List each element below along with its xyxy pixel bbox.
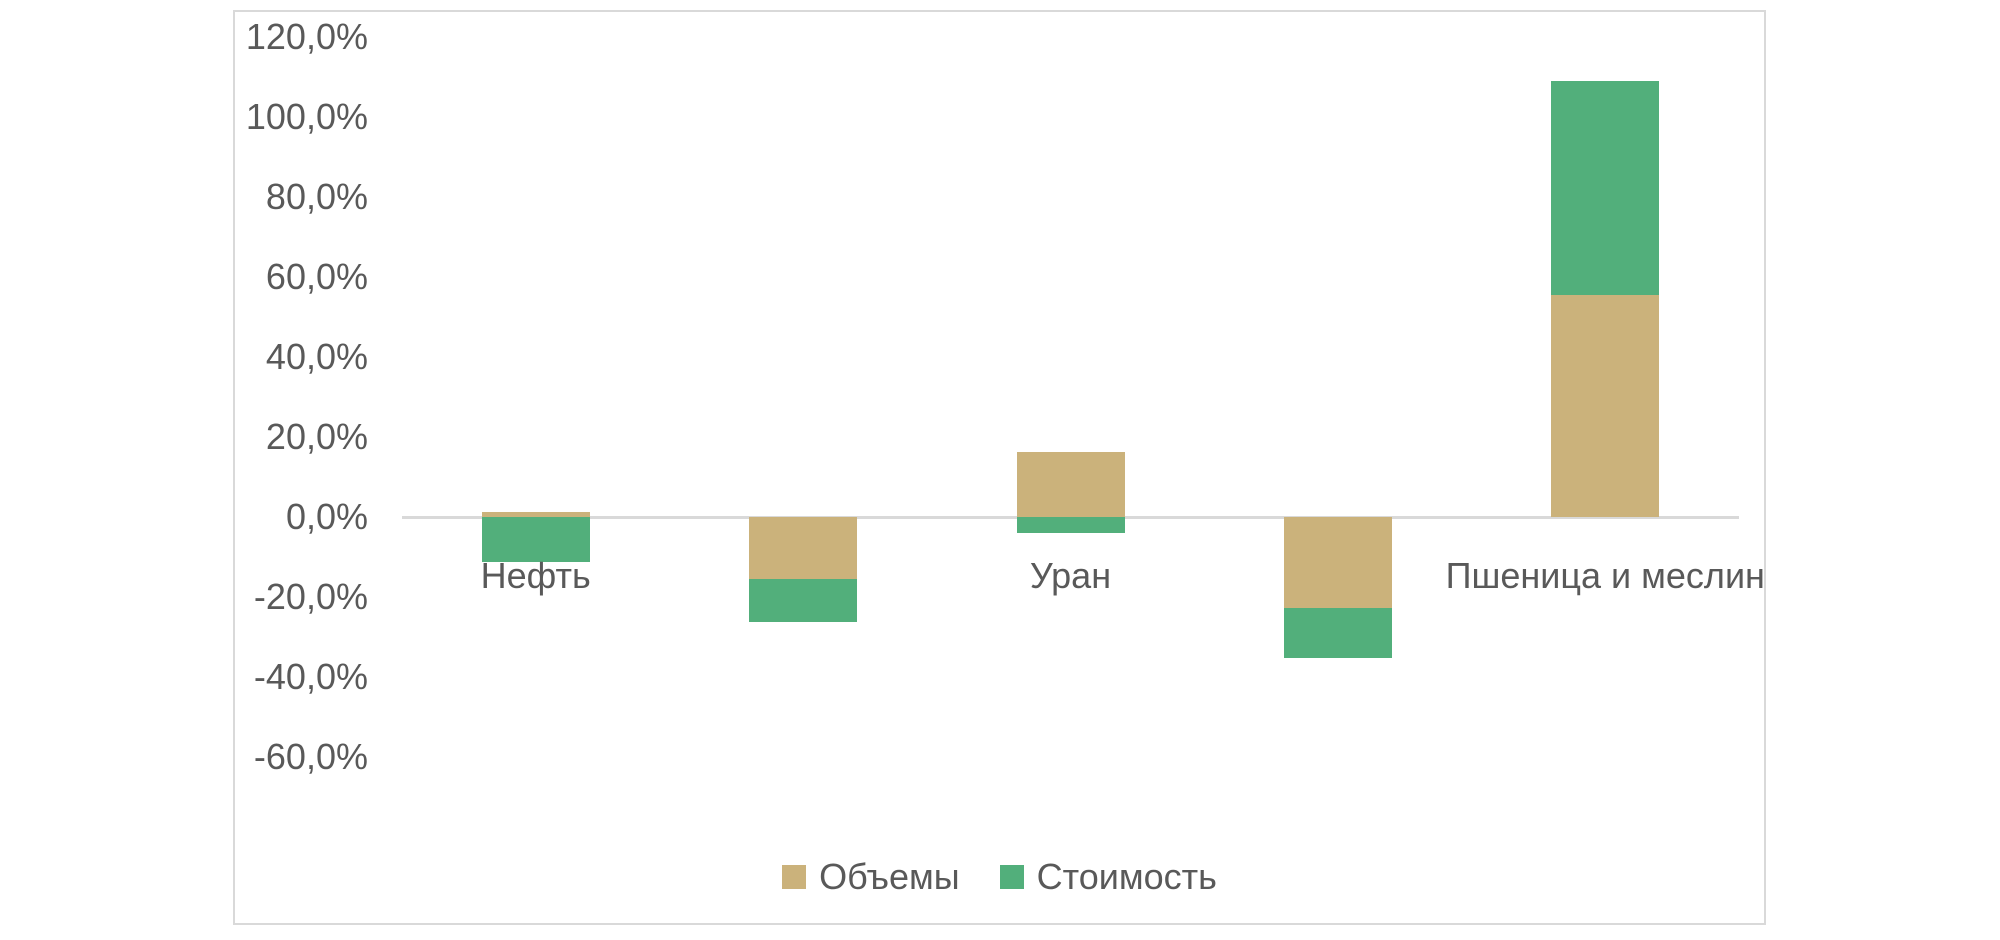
legend-item-2: Стоимость — [999, 856, 1217, 897]
y-tick-label: 60,0% — [265, 256, 368, 297]
bar-segment-series2-cat5 — [1551, 81, 1660, 295]
bar-segment-series1-cat1 — [481, 511, 590, 517]
y-tick-label: -40,0% — [253, 656, 368, 697]
y-tick-label: 0,0% — [285, 496, 368, 537]
bar-segment-series2-cat2 — [749, 579, 858, 623]
legend-swatch-icon — [999, 865, 1024, 889]
bar-segment-series1-cat2 — [749, 517, 858, 579]
legend: Объемы Стоимость — [235, 857, 1764, 897]
y-tick-label: 20,0% — [265, 416, 368, 457]
y-tick-label: 120,0% — [245, 16, 368, 57]
chart-frame: 120,0% 100,0% 80,0% 60,0% 40,0% 20,0% 0,0% -20,… — [233, 10, 1766, 925]
y-tick-label: -60,0% — [253, 736, 368, 777]
legend-label: Объемы — [819, 856, 960, 897]
y-tick-label: -20,0% — [253, 576, 368, 617]
category-label-1: Нефть — [480, 555, 591, 596]
y-tick-label: 80,0% — [265, 176, 368, 217]
bar-segment-series2-cat1 — [481, 517, 590, 563]
bar-segment-series2-cat4 — [1283, 608, 1392, 659]
bar-segment-series2-cat3 — [1016, 517, 1125, 533]
legend-swatch-icon — [782, 865, 807, 889]
y-tick-label: 40,0% — [265, 336, 368, 377]
bar-segment-series1-cat3 — [1016, 451, 1125, 517]
bar-segment-series1-cat4 — [1283, 517, 1392, 609]
plot-area: 120,0% 100,0% 80,0% 60,0% 40,0% 20,0% 0,0% -20,… — [235, 12, 1765, 923]
bar-segment-series1-cat5 — [1551, 295, 1660, 517]
legend-item-1: Объемы — [782, 857, 960, 897]
legend-label: Стоимость — [1036, 856, 1217, 897]
category-label-5: Пшеница и меслин — [1445, 555, 1765, 596]
category-label-3: Уран — [1029, 555, 1112, 596]
y-tick-label: 100,0% — [245, 96, 368, 137]
